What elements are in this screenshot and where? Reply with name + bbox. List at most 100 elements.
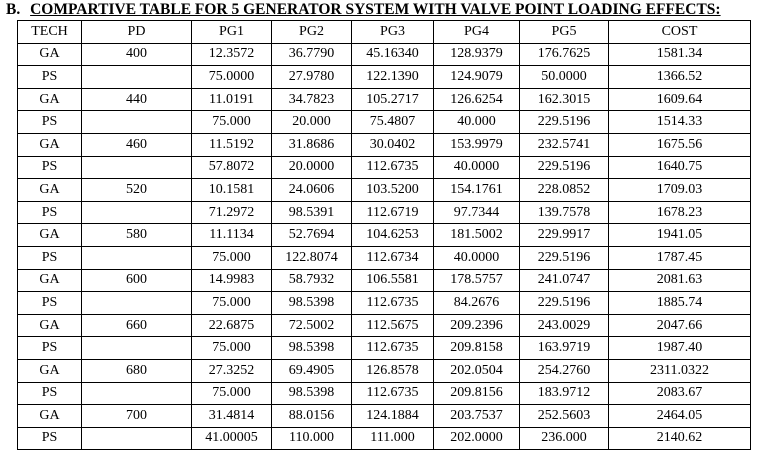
header-pg2: PG2 [271, 20, 352, 44]
cell-pg2: 88.0156 [271, 404, 352, 428]
table-row: PS 57.8072 20.0000 112.6735 40.0000 229.5196 1… [17, 155, 751, 180]
section-label: B. [6, 1, 21, 18]
cell-pd [81, 381, 192, 406]
table-row: GA 580 11.1134 52.7694 104.6253 181.5002 229.9… [17, 223, 751, 247]
cell-pd: 600 [81, 268, 192, 293]
cell-tech: PS [17, 65, 82, 89]
cell-pd [81, 245, 192, 270]
cell-pd [81, 336, 192, 360]
table-row: PS 75.0000 27.9780 122.1390 124.9079 50.0000 1… [17, 65, 751, 89]
cell-pg4: 209.8156 [433, 381, 520, 406]
cell-pd: 440 [81, 87, 192, 112]
cell-pg5: 229.5196 [519, 155, 609, 180]
cell-cost: 2047.66 [608, 313, 751, 338]
table-row: GA 440 11.0191 34.7823 105.2717 126.6254 162.3… [17, 87, 751, 112]
header-cost: COST [608, 20, 751, 44]
cell-pg3: 30.0402 [351, 132, 434, 157]
cell-pg1: 41.00005 [191, 426, 272, 451]
table-body: GA 400 12.3572 36.7790 45.16340 128.9379 176.7… [17, 42, 751, 451]
cell-pg4: 84.2676 [433, 291, 520, 315]
header-pg4: PG4 [433, 20, 520, 44]
cell-pg2: 98.5391 [271, 200, 352, 225]
table-row: PS 75.000 20.000 75.4807 40.000 229.5196 1514.… [17, 110, 751, 134]
cell-cost: 1609.64 [608, 87, 751, 112]
cell-pg2: 20.0000 [271, 155, 352, 180]
cell-cost: 1987.40 [608, 336, 751, 360]
table-row: PS 75.000 98.5398 112.6735 209.8156 183.9712 2… [17, 381, 751, 406]
cell-pg5: 139.7578 [519, 200, 609, 225]
section-heading: B. COMPARTIVE TABLE FOR 5 GENERATOR SYST… [6, 0, 721, 20]
cell-cost: 1366.52 [608, 65, 751, 89]
cell-tech: PS [17, 200, 82, 225]
cell-cost: 1941.05 [608, 223, 751, 247]
table-row: GA 520 10.1581 24.0606 103.5200 154.1761 228.0… [17, 178, 751, 202]
cell-pd [81, 155, 192, 180]
cell-pg1: 11.5192 [191, 132, 272, 157]
cell-tech: GA [17, 313, 82, 338]
cell-tech: PS [17, 291, 82, 315]
cell-pg5: 254.2760 [519, 358, 609, 383]
cell-pg4: 202.0000 [433, 426, 520, 451]
cell-pg5: 232.5741 [519, 132, 609, 157]
cell-tech: GA [17, 87, 82, 112]
cell-pg1: 11.1134 [191, 223, 272, 247]
cell-pg5: 228.0852 [519, 178, 609, 202]
cell-pd: 460 [81, 132, 192, 157]
section-title: COMPARTIVE TABLE FOR 5 GENERATOR SYSTEM … [30, 1, 721, 18]
header-tech: TECH [17, 20, 82, 44]
cell-pg1: 57.8072 [191, 155, 272, 180]
cell-pd [81, 65, 192, 89]
cell-pg4: 124.9079 [433, 65, 520, 89]
cell-pd: 400 [81, 42, 192, 67]
cell-pg3: 124.1884 [351, 404, 434, 428]
cell-pg2: 20.000 [271, 110, 352, 134]
cell-cost: 1581.34 [608, 42, 751, 67]
cell-pg5: 162.3015 [519, 87, 609, 112]
cell-pg4: 209.2396 [433, 313, 520, 338]
cell-pg2: 36.7790 [271, 42, 352, 67]
header-pd: PD [81, 20, 192, 44]
cell-pg3: 45.16340 [351, 42, 434, 67]
cell-cost: 1640.75 [608, 155, 751, 180]
cell-pg3: 112.5675 [351, 313, 434, 338]
cell-pg4: 203.7537 [433, 404, 520, 428]
cell-pg5: 176.7625 [519, 42, 609, 67]
cell-pg1: 10.1581 [191, 178, 272, 202]
cell-pg2: 98.5398 [271, 336, 352, 360]
cell-pg3: 112.6735 [351, 381, 434, 406]
cell-tech: GA [17, 358, 82, 383]
cell-pg3: 104.6253 [351, 223, 434, 247]
cell-pg4: 128.9379 [433, 42, 520, 67]
cell-pg2: 98.5398 [271, 291, 352, 315]
cell-pd [81, 291, 192, 315]
cell-pg3: 112.6734 [351, 245, 434, 270]
cell-cost: 2083.67 [608, 381, 751, 406]
table-row: GA 660 22.6875 72.5002 112.5675 209.2396 243.0… [17, 313, 751, 338]
cell-pg1: 31.4814 [191, 404, 272, 428]
cell-pd [81, 200, 192, 225]
cell-pg2: 110.000 [271, 426, 352, 451]
cell-pg4: 153.9979 [433, 132, 520, 157]
cell-tech: GA [17, 404, 82, 428]
cell-pg2: 98.5398 [271, 381, 352, 406]
cell-pg2: 31.8686 [271, 132, 352, 157]
cell-pg1: 75.000 [191, 381, 272, 406]
cell-pg5: 243.0029 [519, 313, 609, 338]
cell-pg3: 112.6735 [351, 155, 434, 180]
table-row: PS 41.00005 110.000 111.000 202.0000 236.000 2… [17, 426, 751, 451]
cell-cost: 2140.62 [608, 426, 751, 451]
cell-pg4: 40.0000 [433, 155, 520, 180]
cell-pg2: 24.0606 [271, 178, 352, 202]
cell-tech: PS [17, 381, 82, 406]
cell-tech: GA [17, 268, 82, 293]
cell-pg3: 75.4807 [351, 110, 434, 134]
cell-pg4: 209.8158 [433, 336, 520, 360]
cell-pg4: 97.7344 [433, 200, 520, 225]
cell-cost: 2311.0322 [608, 358, 751, 383]
cell-pg1: 14.9983 [191, 268, 272, 293]
cell-tech: PS [17, 245, 82, 270]
cell-pd: 580 [81, 223, 192, 247]
header-pg3: PG3 [351, 20, 434, 44]
cell-tech: GA [17, 178, 82, 202]
table-row: GA 700 31.4814 88.0156 124.1884 203.7537 252.5… [17, 404, 751, 428]
